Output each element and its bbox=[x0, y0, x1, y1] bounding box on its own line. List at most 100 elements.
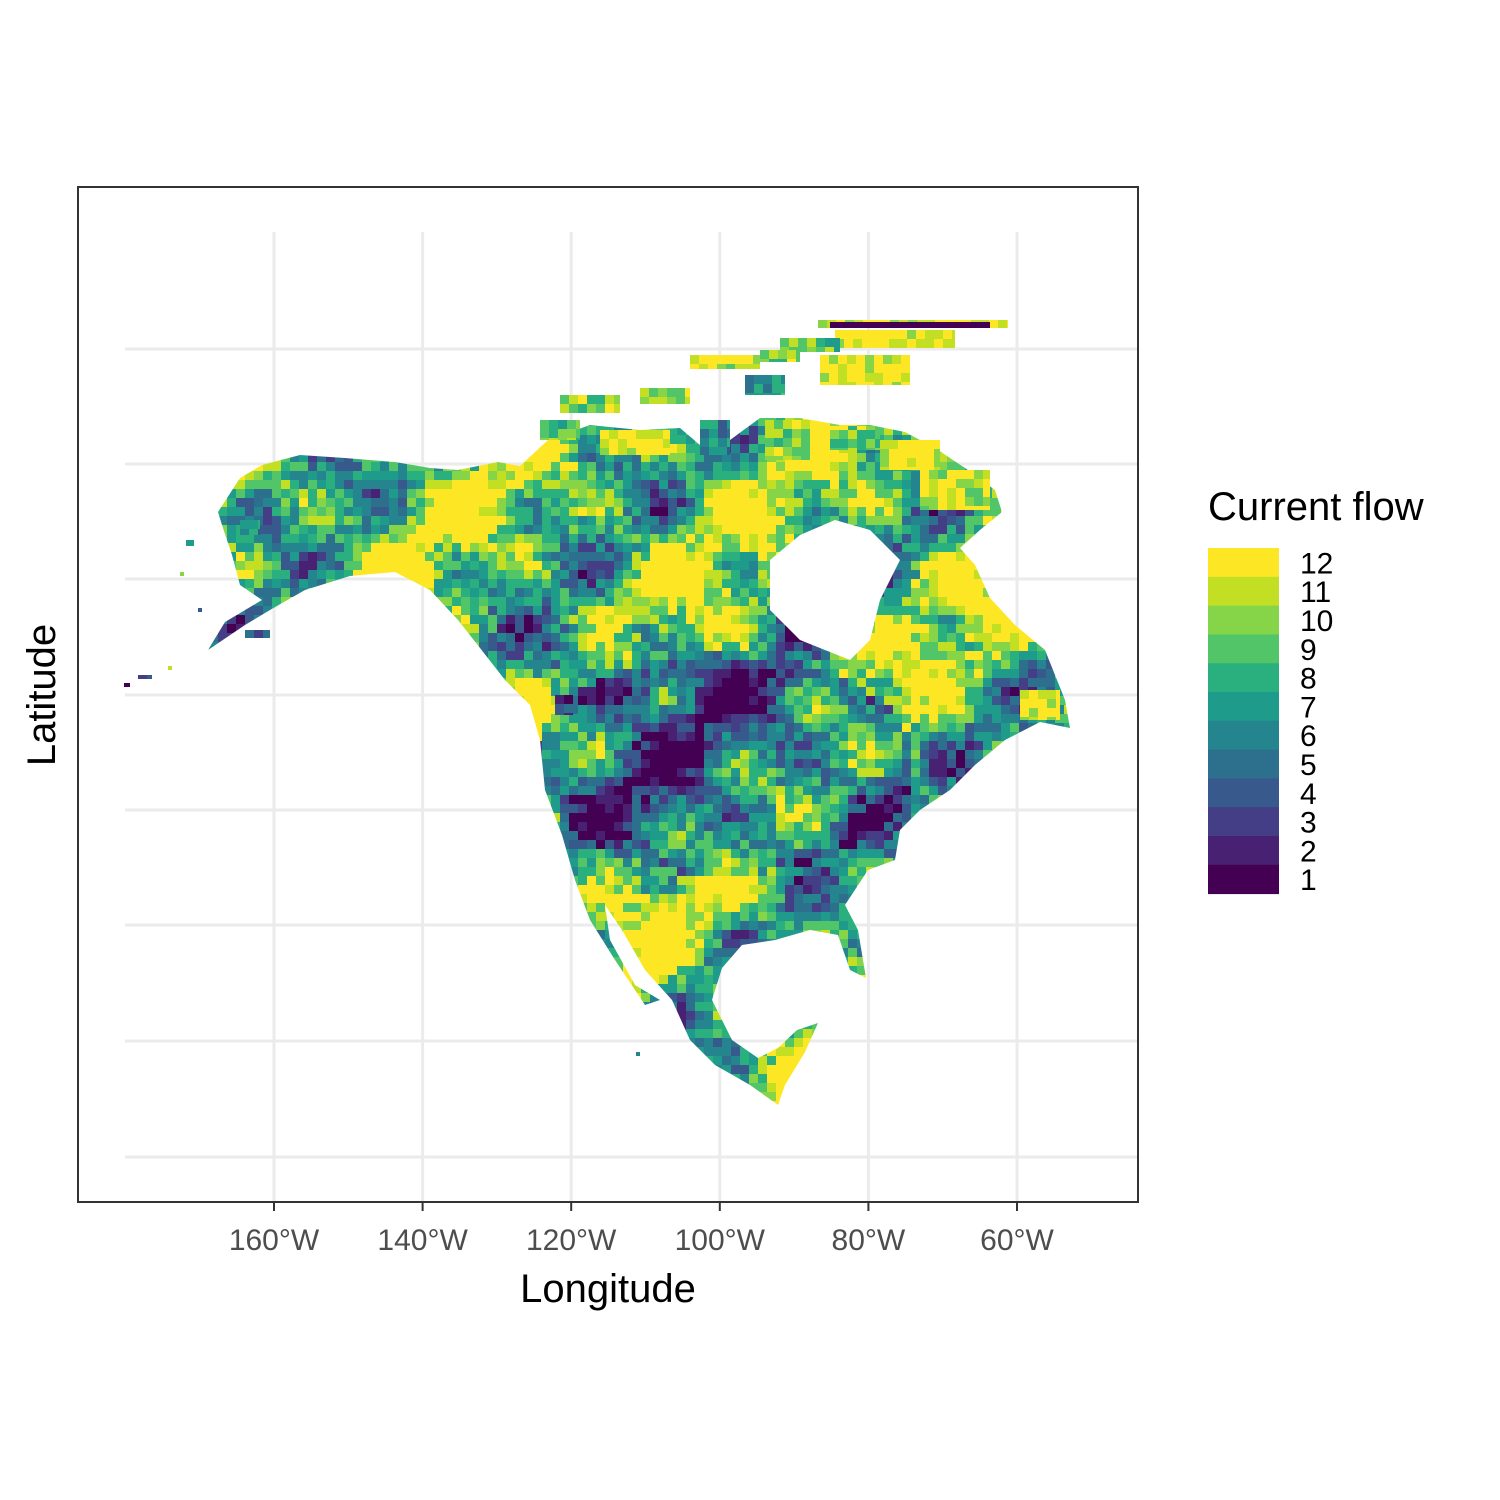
raster-cell bbox=[308, 453, 317, 462]
raster-cell bbox=[668, 606, 677, 615]
raster-cell bbox=[272, 489, 281, 498]
raster-cell bbox=[695, 696, 704, 705]
raster-cell bbox=[794, 516, 803, 525]
raster-cell bbox=[641, 453, 650, 462]
raster-cell bbox=[884, 480, 893, 489]
raster-cell bbox=[740, 597, 749, 606]
raster-cell bbox=[506, 624, 515, 633]
raster-cell bbox=[686, 444, 695, 453]
raster-cell bbox=[398, 489, 407, 498]
raster-cell bbox=[821, 687, 830, 696]
raster-cell bbox=[776, 732, 785, 741]
raster-cell bbox=[947, 732, 956, 741]
raster-cell bbox=[533, 498, 542, 507]
raster-cell bbox=[407, 507, 416, 516]
raster-cell bbox=[902, 588, 911, 597]
raster-cell bbox=[938, 579, 947, 588]
raster-cell bbox=[470, 615, 479, 624]
raster-cell bbox=[803, 498, 812, 507]
raster-cell bbox=[353, 498, 362, 507]
raster-cell bbox=[650, 660, 659, 669]
raster-cell bbox=[506, 534, 515, 543]
raster-cell bbox=[272, 471, 281, 480]
raster-cell bbox=[281, 525, 290, 534]
raster-cell bbox=[893, 507, 902, 516]
raster-cell bbox=[650, 705, 659, 714]
raster-cell bbox=[596, 651, 605, 660]
raster-cell bbox=[767, 552, 776, 561]
raster-cell bbox=[695, 678, 704, 687]
raster-cell bbox=[596, 579, 605, 588]
raster-cell bbox=[407, 570, 416, 579]
raster-cell bbox=[398, 471, 407, 480]
raster-cell bbox=[722, 561, 731, 570]
raster-cell bbox=[596, 687, 605, 696]
raster-cell bbox=[506, 660, 515, 669]
raster-cell bbox=[569, 606, 578, 615]
raster-cell bbox=[857, 732, 866, 741]
raster-cell bbox=[911, 660, 920, 669]
raster-cell bbox=[614, 480, 623, 489]
raster-cell bbox=[1010, 624, 1019, 633]
raster-cell bbox=[587, 723, 596, 732]
raster-cell bbox=[272, 507, 281, 516]
raster-cell bbox=[353, 525, 362, 534]
raster-cell bbox=[263, 516, 272, 525]
raster-cell bbox=[695, 444, 704, 453]
raster-cell bbox=[659, 534, 668, 543]
raster-cell bbox=[704, 453, 713, 462]
raster-cell bbox=[785, 723, 794, 732]
raster-cell bbox=[929, 633, 938, 642]
raster-cell bbox=[254, 489, 263, 498]
raster-cell bbox=[614, 525, 623, 534]
raster-cell bbox=[776, 624, 785, 633]
raster-cell bbox=[641, 525, 650, 534]
raster-cell bbox=[560, 507, 569, 516]
raster-cell bbox=[722, 660, 731, 669]
raster-cell bbox=[407, 525, 416, 534]
raster-cell bbox=[875, 453, 884, 462]
raster-cell bbox=[785, 687, 794, 696]
raster-cell bbox=[902, 498, 911, 507]
raster-cell bbox=[920, 660, 929, 669]
raster-cell bbox=[893, 678, 902, 687]
raster-cell bbox=[632, 471, 641, 480]
raster-cell bbox=[551, 687, 560, 696]
raster-cell bbox=[884, 660, 893, 669]
raster-cell bbox=[569, 705, 578, 714]
raster-cell bbox=[596, 534, 605, 543]
raster-cell bbox=[749, 732, 758, 741]
raster-cell bbox=[416, 534, 425, 543]
raster-cell bbox=[884, 543, 893, 552]
raster-cell bbox=[893, 696, 902, 705]
raster-cell bbox=[299, 516, 308, 525]
raster-cell bbox=[992, 507, 1001, 516]
raster-cell bbox=[290, 453, 299, 462]
raster-cell bbox=[470, 480, 479, 489]
raster-cell bbox=[740, 444, 749, 453]
raster-cell bbox=[794, 723, 803, 732]
raster-cell bbox=[497, 579, 506, 588]
raster-cell bbox=[452, 543, 461, 552]
raster-cell bbox=[533, 597, 542, 606]
raster-cell bbox=[695, 462, 704, 471]
raster-cell bbox=[281, 561, 290, 570]
raster-cell bbox=[587, 444, 596, 453]
raster-cell bbox=[587, 516, 596, 525]
raster-cell bbox=[920, 696, 929, 705]
raster-cell bbox=[587, 561, 596, 570]
raster-cell bbox=[956, 534, 965, 543]
raster-cell bbox=[497, 498, 506, 507]
raster-cell bbox=[569, 498, 578, 507]
raster-cell bbox=[569, 507, 578, 516]
raster-cell bbox=[668, 435, 677, 444]
raster-cell bbox=[596, 498, 605, 507]
raster-cell bbox=[983, 516, 992, 525]
raster-cell bbox=[974, 633, 983, 642]
raster-cell bbox=[731, 606, 740, 615]
raster-cell bbox=[830, 453, 839, 462]
raster-cell bbox=[947, 552, 956, 561]
raster-cell bbox=[929, 705, 938, 714]
raster-cell bbox=[695, 750, 704, 759]
raster-cell bbox=[668, 489, 677, 498]
